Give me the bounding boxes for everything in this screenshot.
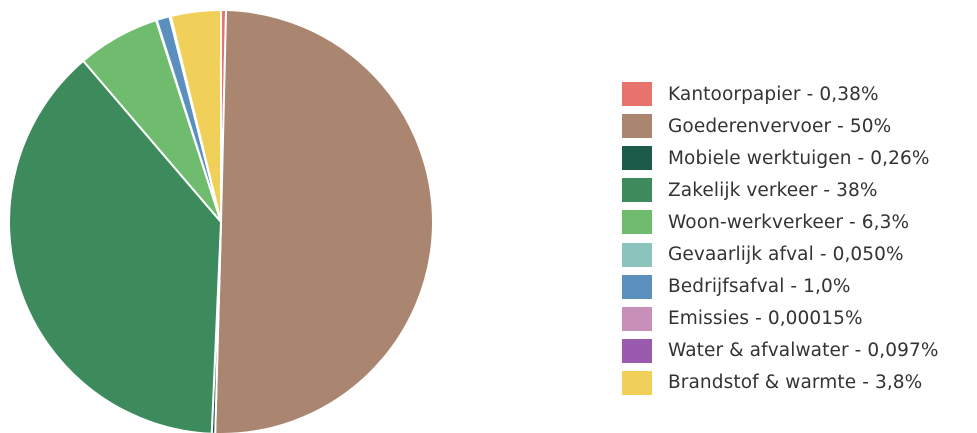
legend-item-bedrijfsafval[interactable]: Bedrijfsafval - 1,0% xyxy=(622,271,939,303)
legend-label: Emissies - 0,00015% xyxy=(668,308,863,330)
legend-swatch xyxy=(622,82,652,107)
chart-legend: Kantoorpapier - 0,38% Goederenvervoer - 5… xyxy=(622,78,939,399)
legend-swatch xyxy=(622,306,652,331)
pie-slice-brandstof-en-warmte[interactable] xyxy=(169,9,222,223)
legend-item-brandstof-en-warmte[interactable]: Brandstof & warmte - 3,8% xyxy=(622,367,939,399)
legend-item-kantoorpapier[interactable]: Kantoorpapier - 0,38% xyxy=(622,78,939,110)
legend-swatch xyxy=(622,338,652,363)
pie-slice-zakelijk-verkeer[interactable] xyxy=(8,59,222,433)
legend-swatch xyxy=(622,210,652,235)
legend-swatch xyxy=(622,274,652,299)
legend-label: Kantoorpapier - 0,38% xyxy=(668,83,879,105)
legend-item-mobiele-werktuigen[interactable]: Mobiele werktuigen - 0,26% xyxy=(622,142,939,174)
legend-label: Zakelijk verkeer - 38% xyxy=(668,179,878,201)
legend-item-zakelijk-verkeer[interactable]: Zakelijk verkeer - 38% xyxy=(622,174,939,206)
legend-swatch xyxy=(622,370,652,395)
legend-label: Woon-werkverkeer - 6,3% xyxy=(668,211,910,233)
legend-label: Goederenvervoer - 50% xyxy=(668,115,892,137)
legend-label: Brandstof & warmte - 3,8% xyxy=(668,372,923,394)
legend-item-goederenvervoer[interactable]: Goederenvervoer - 50% xyxy=(622,110,939,142)
legend-swatch xyxy=(622,146,652,171)
legend-label: Gevaarlijk afval - 0,050% xyxy=(668,244,904,266)
legend-item-water-en-afvalwater[interactable]: Water & afvalwater - 0,097% xyxy=(622,335,939,367)
legend-swatch xyxy=(622,114,652,139)
legend-swatch xyxy=(622,242,652,267)
legend-label: Water & afvalwater - 0,097% xyxy=(668,340,939,362)
legend-label: Bedrijfsafval - 1,0% xyxy=(668,276,851,298)
legend-swatch xyxy=(622,178,652,203)
legend-item-woon-werkverkeer[interactable]: Woon-werkverkeer - 6,3% xyxy=(622,206,939,238)
pie-slice-goederenvervoer[interactable] xyxy=(214,9,435,433)
legend-label: Mobiele werktuigen - 0,26% xyxy=(668,147,930,169)
legend-item-gevaarlijk-afval[interactable]: Gevaarlijk afval - 0,050% xyxy=(622,238,939,270)
legend-item-emissies[interactable]: Emissies - 0,00015% xyxy=(622,303,939,335)
